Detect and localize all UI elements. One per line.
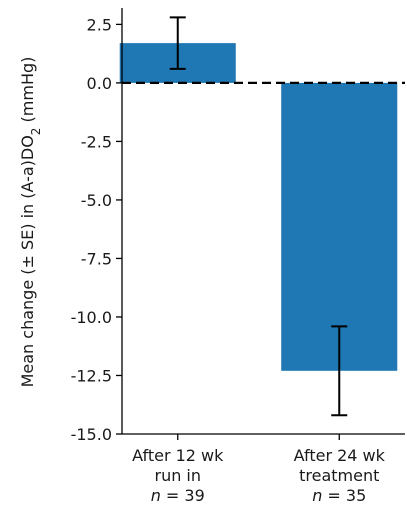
y-axis-title-subscript: 2: [29, 128, 43, 136]
y-axis: 2.5 0.0 -2.5 -5.0 -7.5 -10.0 -12.5 -15.0: [71, 8, 123, 444]
x-tick-label: run in: [154, 466, 201, 485]
x-tick-label: After 24 wk: [294, 446, 386, 465]
sample-size-symbol: n: [312, 486, 322, 505]
y-tick-label: -10.0: [71, 308, 112, 327]
y-axis-title-main: Mean change (± SE) in (A-a)DO: [18, 135, 37, 387]
x-tick-label: treatment: [299, 466, 379, 485]
y-tick-label: 2.5: [87, 15, 112, 34]
y-tick-label: -7.5: [81, 249, 112, 268]
y-tick-label: 0.0: [87, 74, 112, 93]
y-tick-label: -5.0: [81, 191, 112, 210]
x-tick-sample-size: n = 39: [151, 486, 205, 505]
bar: [281, 82, 398, 371]
sample-size-value: = 35: [322, 486, 366, 505]
x-tick-sample-size: n = 35: [312, 486, 366, 505]
sample-size-value: = 39: [161, 486, 205, 505]
y-axis-title: Mean change (± SE) in (A-a)DO2 (mmHg): [18, 57, 43, 388]
y-axis-title-unit: (mmHg): [18, 57, 37, 128]
y-tick-label: -15.0: [71, 425, 112, 444]
y-tick-label: -12.5: [71, 366, 112, 385]
x-tick-label: After 12 wk: [132, 446, 224, 465]
sample-size-symbol: n: [151, 486, 161, 505]
y-tick-label: -2.5: [81, 132, 112, 151]
plot-area: [119, 16, 405, 417]
